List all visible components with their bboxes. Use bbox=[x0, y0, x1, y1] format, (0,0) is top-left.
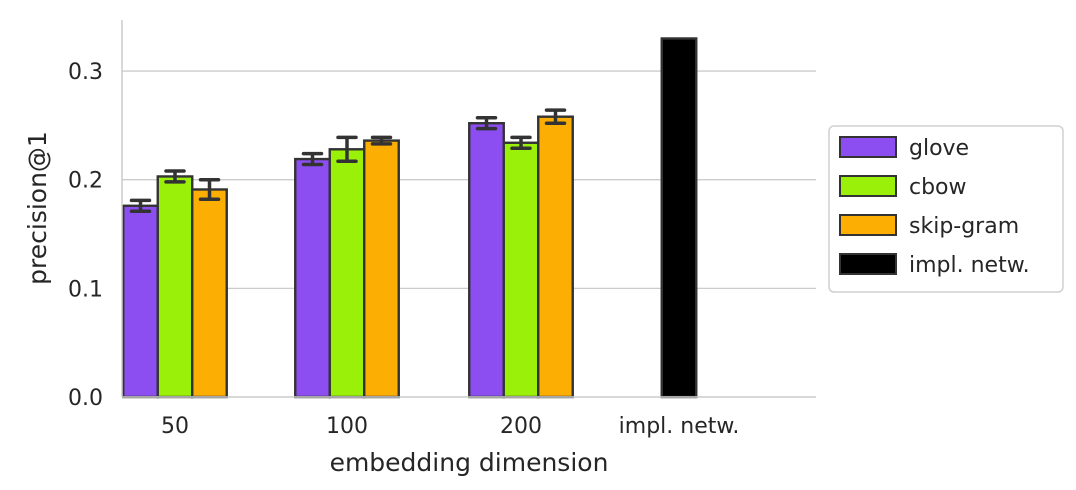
bar bbox=[156, 175, 194, 399]
legend-label: cbow bbox=[909, 175, 967, 200]
y-tick-label: 0.1 bbox=[68, 277, 103, 302]
axes bbox=[121, 20, 816, 398]
x-axis-label: embedding dimension bbox=[330, 448, 609, 477]
bar bbox=[328, 148, 366, 399]
x-tick-label: 50 bbox=[161, 414, 189, 439]
bar bbox=[122, 204, 159, 399]
x-tick-labels: 50 100 200 impl. netw. bbox=[161, 414, 739, 439]
legend: glove cbow skip-gram impl. netw. bbox=[828, 125, 1064, 293]
bar bbox=[191, 188, 228, 399]
y-tick-label: 0.3 bbox=[68, 60, 103, 85]
x-tick-label: impl. netw. bbox=[619, 414, 740, 439]
legend-swatch bbox=[839, 136, 897, 158]
y-tick-label: 0.0 bbox=[68, 386, 103, 411]
bar bbox=[363, 139, 400, 399]
bar bbox=[294, 157, 331, 399]
bar bbox=[502, 141, 540, 399]
legend-frame bbox=[828, 125, 1064, 293]
legend-swatch bbox=[839, 214, 897, 236]
y-axis-label: precision@1 bbox=[23, 131, 52, 285]
x-tick-label: 200 bbox=[500, 414, 542, 439]
legend-swatch bbox=[839, 175, 897, 197]
legend-label: impl. netw. bbox=[909, 253, 1030, 278]
legend-swatch bbox=[839, 253, 897, 275]
error-bars bbox=[129, 108, 567, 213]
x-tick-label: 100 bbox=[326, 414, 368, 439]
y-tick-labels: 0.0 0.1 0.2 0.3 bbox=[68, 60, 103, 411]
bar bbox=[660, 37, 698, 399]
bars bbox=[122, 37, 698, 399]
bar bbox=[537, 115, 574, 399]
legend-label: skip-gram bbox=[909, 214, 1019, 239]
bar bbox=[468, 122, 505, 399]
y-tick-label: 0.2 bbox=[68, 169, 103, 194]
legend-label: glove bbox=[909, 136, 969, 161]
